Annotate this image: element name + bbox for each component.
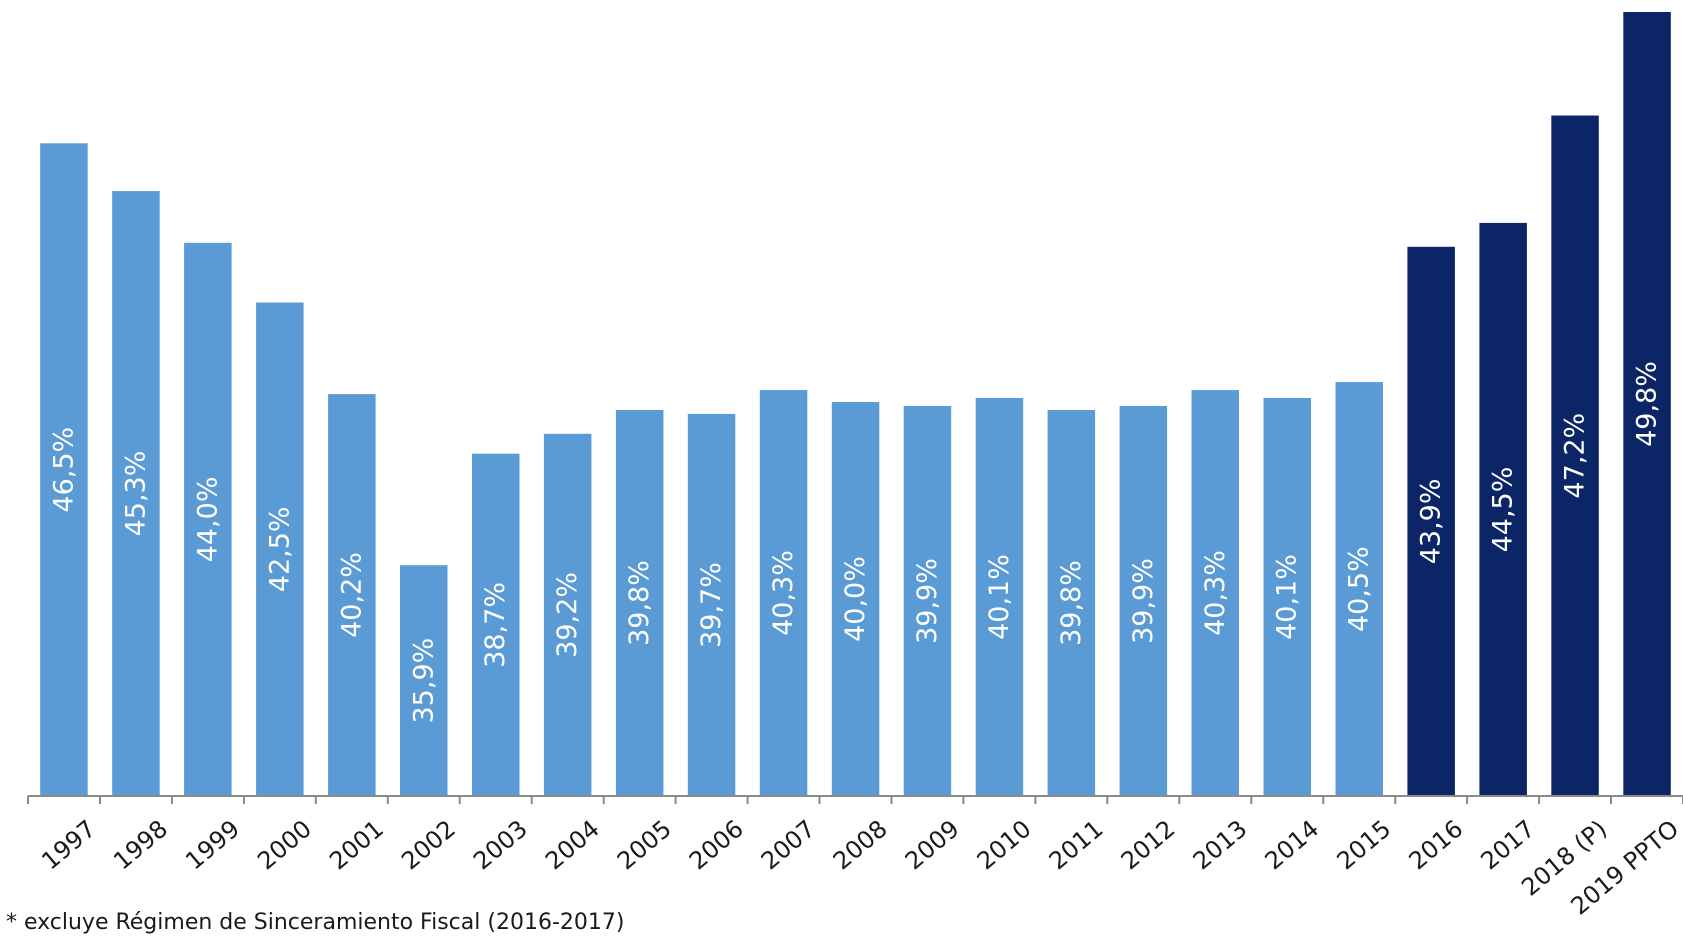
bar	[903, 406, 952, 796]
bar	[975, 398, 1024, 796]
data-label: 47,2%	[1560, 413, 1591, 499]
bar	[1191, 390, 1239, 796]
data-label: 49,8%	[1632, 361, 1663, 447]
bar	[543, 433, 592, 796]
data-label: 45,3%	[120, 451, 151, 537]
bar	[472, 453, 520, 796]
data-label: 44,5%	[1488, 467, 1519, 553]
bar	[112, 191, 160, 797]
data-label: 40,3%	[1200, 550, 1231, 636]
value-labels-group: 46,5% 45,3% 44,0% 42,5% 40,2% 35,9% 38,7% 39,2%…	[49, 361, 1663, 723]
bar	[1623, 12, 1671, 796]
bar	[328, 394, 376, 796]
bar	[1047, 410, 1096, 796]
bar	[1335, 382, 1383, 796]
x-axis	[27, 795, 1683, 804]
bar	[1263, 398, 1311, 796]
data-label: 46,5%	[49, 427, 80, 513]
bar	[40, 143, 88, 797]
x-tick-label: 2009	[900, 815, 965, 876]
bar	[759, 390, 808, 796]
data-label: 35,9%	[408, 638, 439, 724]
x-tick-label: 2003	[468, 815, 533, 876]
bar	[400, 565, 448, 796]
data-label: 43,9%	[1416, 479, 1447, 565]
bar	[1407, 246, 1455, 797]
data-label: 40,3%	[768, 550, 799, 636]
data-label: 38,7%	[480, 582, 511, 668]
data-label: 42,5%	[264, 506, 295, 592]
x-tick-label: 2008	[828, 815, 893, 876]
footnote: * excluye Régimen de Sinceramiento Fisca…	[6, 910, 625, 935]
x-tick-label: 2004	[540, 815, 605, 876]
x-tick-label: 1997	[36, 815, 101, 876]
data-label: 39,9%	[1128, 558, 1159, 644]
data-label: 40,1%	[1272, 554, 1303, 640]
data-label: 39,8%	[624, 560, 655, 646]
x-tick-label: 2013	[1188, 815, 1253, 876]
data-label: 39,2%	[552, 572, 583, 658]
data-label: 39,9%	[912, 558, 943, 644]
bar	[1119, 406, 1168, 796]
data-label: 44,0%	[192, 477, 223, 563]
bar	[831, 402, 880, 796]
x-tick-label: 2005	[612, 815, 677, 876]
x-tick-label: 2010	[972, 815, 1037, 876]
bar	[1551, 115, 1599, 796]
data-label: 40,2%	[336, 552, 367, 638]
bars-group	[40, 12, 1671, 797]
x-tick-label: 2006	[684, 815, 749, 876]
data-label: 40,1%	[984, 554, 1015, 640]
data-label: 39,7%	[696, 562, 727, 648]
x-tick-label: 2000	[252, 815, 317, 876]
x-tick-label: 2016	[1404, 815, 1469, 876]
data-label: 39,8%	[1056, 560, 1087, 646]
x-tick-label: 2012	[1116, 815, 1181, 876]
x-tick-label: 2014	[1260, 815, 1325, 876]
x-tick-label: 2007	[756, 815, 821, 876]
bar	[184, 242, 232, 797]
x-tick-label: 2017	[1475, 815, 1540, 876]
x-tick-labels-group: 1997 1998 1999 2000 2001 2002 2003 2004 2005 2006…	[36, 815, 1683, 921]
x-tick-label: 1999	[180, 815, 245, 876]
bar	[1479, 222, 1527, 796]
bar	[687, 413, 736, 796]
x-tick-label: 2001	[324, 815, 389, 876]
data-label: 40,5%	[1344, 546, 1375, 632]
bar	[256, 302, 304, 796]
x-tick-label: 2015	[1332, 815, 1397, 876]
bar	[615, 410, 664, 796]
data-label: 40,0%	[840, 556, 871, 642]
x-tick-label: 2011	[1044, 815, 1109, 876]
x-tick-label: 1998	[108, 815, 173, 876]
x-tick-label: 2002	[396, 815, 461, 876]
